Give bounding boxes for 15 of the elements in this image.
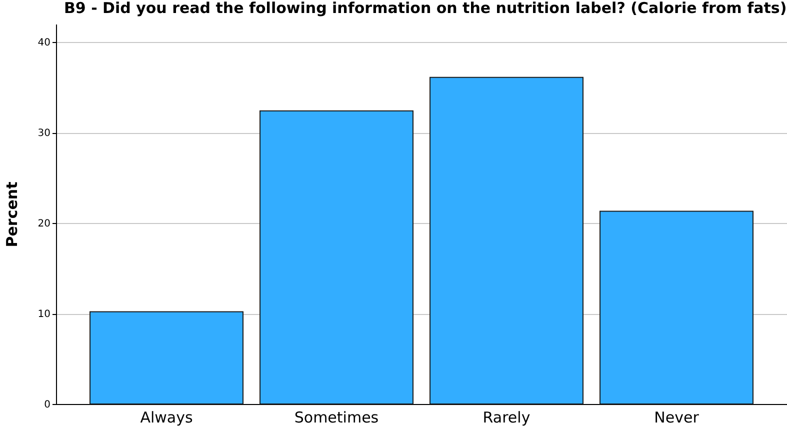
x-tick-label: Sometimes — [294, 408, 379, 426]
bar — [430, 76, 584, 404]
x-tick-label: Always — [140, 408, 193, 426]
y-tick-label: 20 — [38, 218, 50, 230]
y-tick-label: 30 — [38, 128, 50, 140]
y-tick-label: 0 — [44, 400, 50, 410]
bar — [260, 110, 414, 404]
y-tick-label: 10 — [38, 309, 50, 320]
bar — [90, 311, 244, 404]
y-tick-label: 40 — [38, 38, 50, 49]
x-tick-label: Rarely — [482, 408, 530, 426]
bar — [600, 210, 754, 404]
y-axis-title: Percent — [2, 182, 21, 248]
x-tick-label: Never — [654, 408, 700, 426]
chart-title: B9 - Did you read the following information on the nutrition label? (Calorie from fats) — [64, 0, 787, 17]
